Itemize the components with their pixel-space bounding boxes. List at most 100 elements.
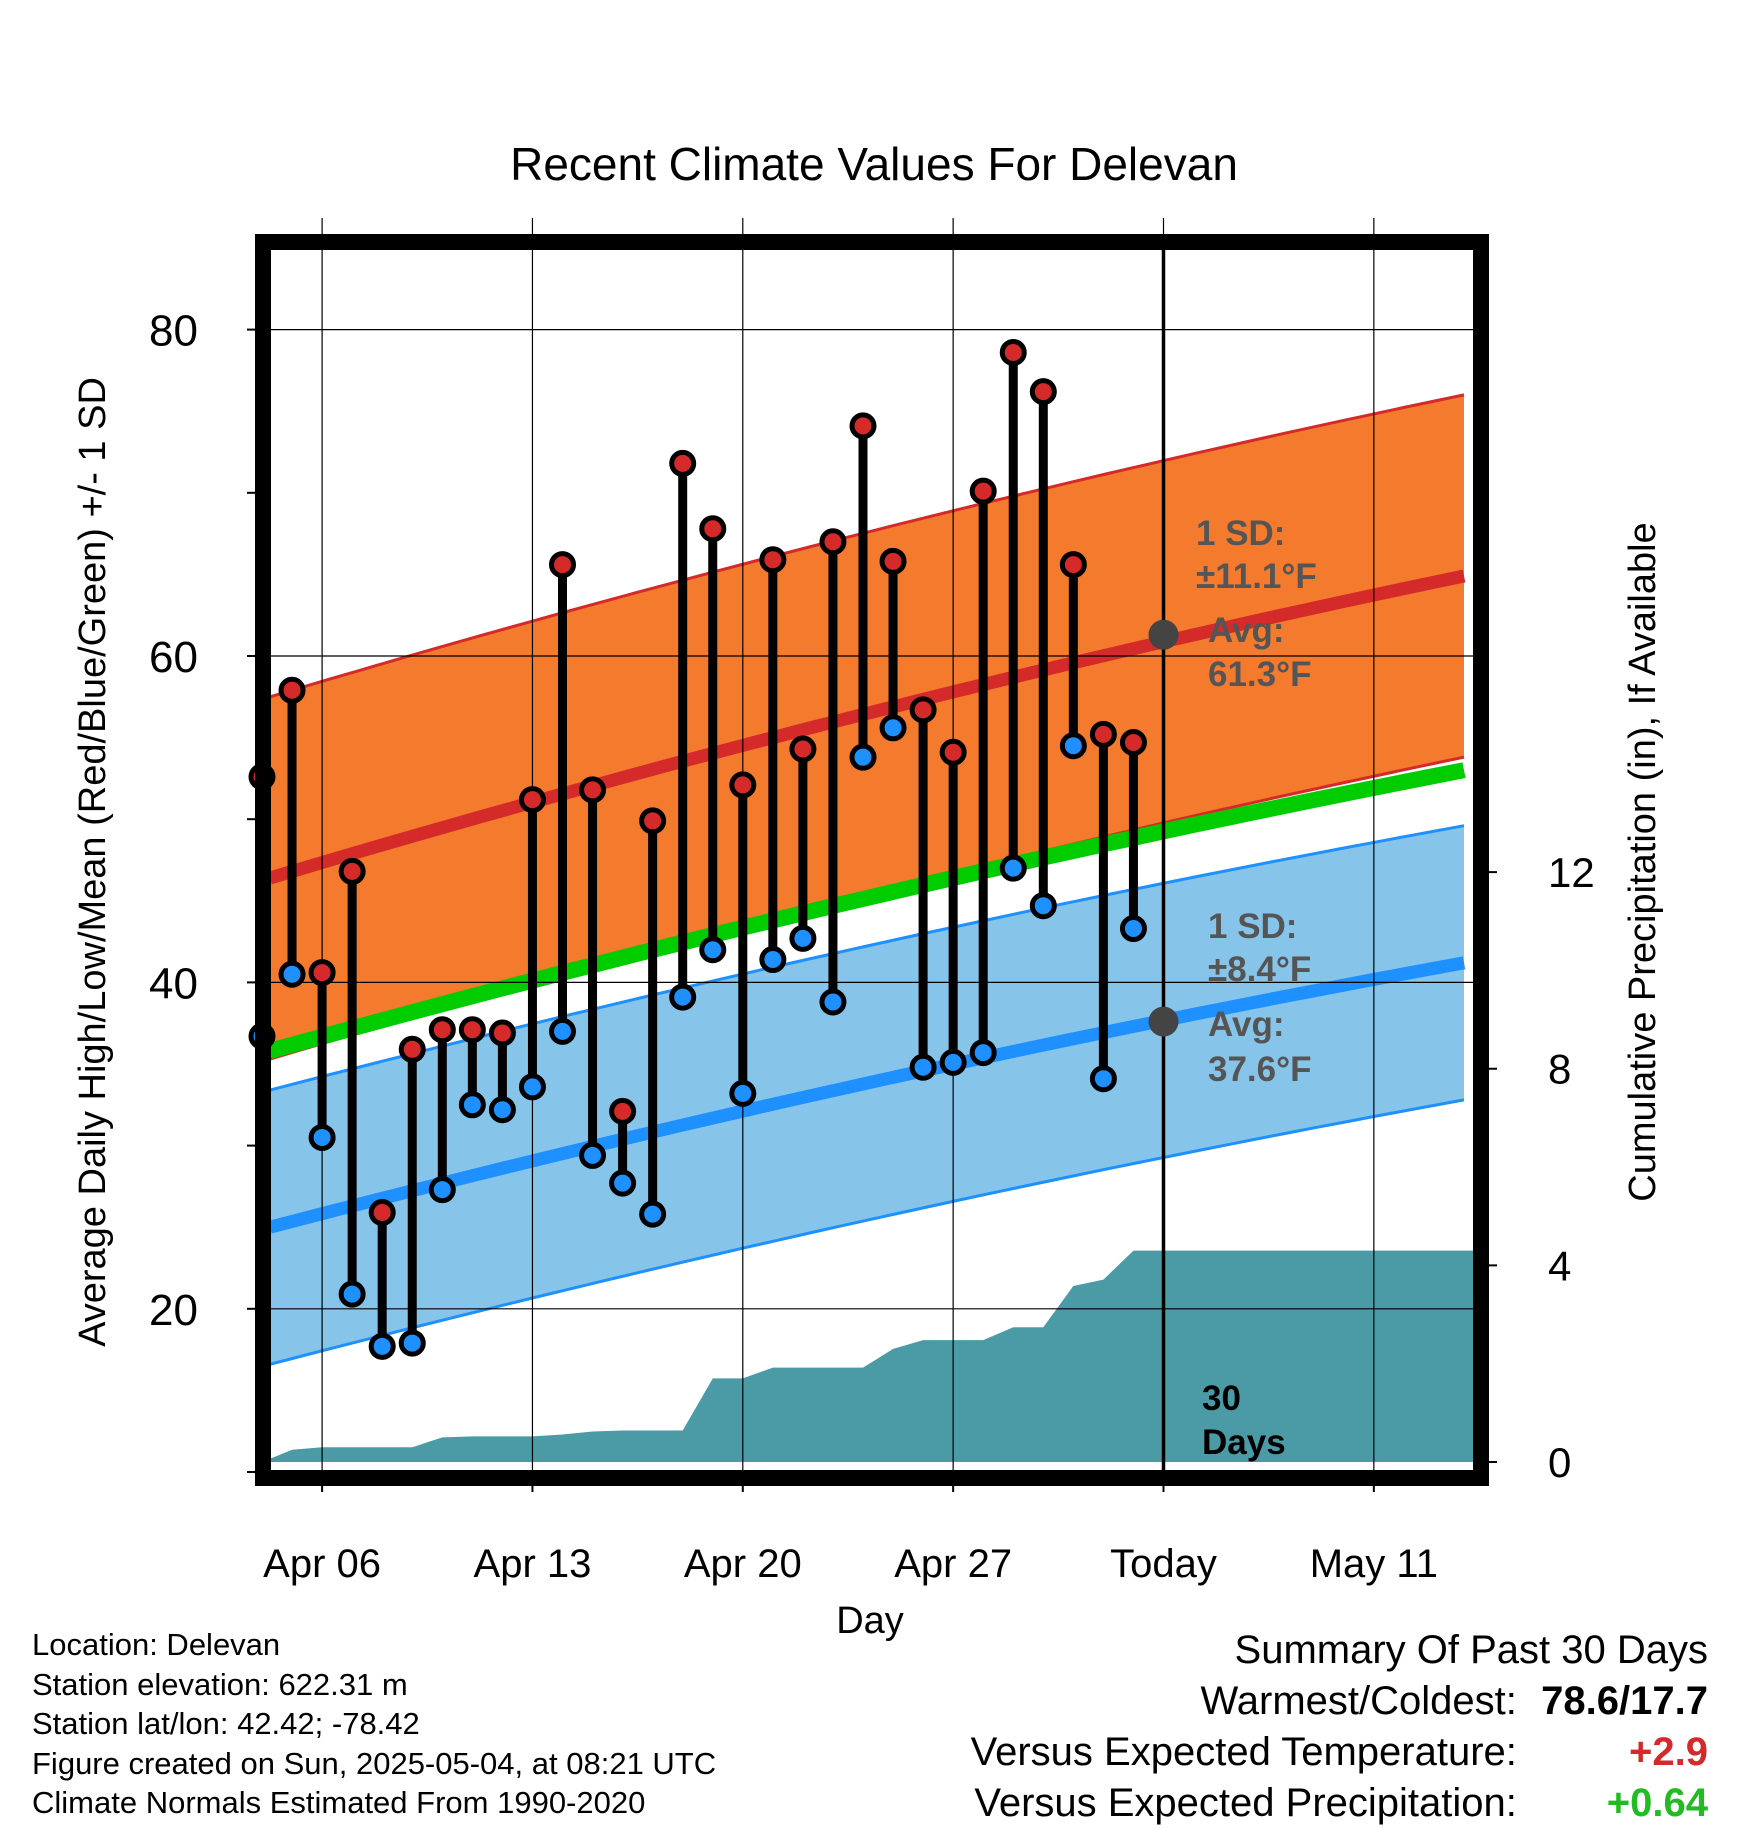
high-temp-point [999,338,1027,366]
high-temp-point [579,776,607,804]
high-temp-point [398,1035,426,1063]
low-temp-point [729,1079,757,1107]
normal-low-line [268,956,1466,1234]
low-temp-point [518,1073,546,1101]
x-tick-label: Apr 20 [684,1542,802,1586]
x-tick-label: Apr 27 [894,1542,1012,1586]
x-tick-label: Today [1110,1542,1217,1586]
low-temp-point [849,743,877,771]
high-temp-point [338,857,366,885]
temp-departure-row: Versus Expected Temperature: +2.9 [971,1727,1708,1778]
high-temp-point [428,1016,456,1044]
low-temp-point [1059,732,1087,760]
low-temp-point [819,988,847,1016]
low-sd-lower-line [269,1098,1465,1366]
summary-title: Summary Of Past 30 Days [1234,1628,1708,1672]
latlon-text: Station lat/lon: 42.42; -78.42 [32,1706,420,1741]
y-tick-label: 80 [149,307,198,356]
low-temp-point [428,1176,456,1204]
chart-title: Recent Climate Values For Delevan [510,138,1238,190]
precipitation-area-layer [262,1250,1473,1462]
plot-frame [255,234,1489,1486]
low-avg-value: 37.6°F [1208,1050,1312,1089]
low-temp-point [789,924,817,952]
low-temp-point [639,1200,667,1228]
today-high-avg-point [1148,619,1179,650]
low-temp-point [669,983,697,1011]
high-temp-point [609,1097,637,1125]
high-temp-point [639,807,667,835]
today-low-avg-point [1148,1006,1179,1037]
low-temp-point [609,1169,637,1197]
created-text: Figure created on Sun, 2025-05-04, at 08… [32,1745,717,1781]
high-temp-point [969,477,997,505]
low-avg-label: Avg: [1208,1005,1284,1044]
today-marker [1148,248,1179,1472]
days-count-label: 30 [1202,1379,1241,1418]
temp-departure-value: +2.9 [1629,1730,1708,1774]
y2-tick-label: 0 [1548,1439,1571,1486]
y-tick-label: 20 [149,1286,198,1335]
precip-departure-value: +0.64 [1606,1781,1708,1825]
high-temp-point [759,546,787,574]
warmest-coldest-row: Warmest/Coldest: 78.6/17.7 [971,1676,1709,1727]
precip-departure-label: Versus Expected Precipitation: [974,1781,1517,1825]
high-temp-point [909,696,937,724]
high-temp-point [488,1019,516,1047]
high-temp-point [1119,728,1147,756]
high-temp-point [308,959,336,987]
days-word-label: Days [1202,1423,1286,1462]
high-sd-label: 1 SD: [1196,514,1285,553]
low-temp-point [398,1329,426,1357]
high-temp-point [819,528,847,556]
high-avg-label: Avg: [1208,611,1284,650]
low-temp-point [879,714,907,742]
low-temp-point [999,854,1027,882]
axes: 20 40 60 80 0 4 8 12 Apr 06 Apr 13 Apr 20 Apr 27 Tod… [149,234,1595,1586]
normal-mean-line [267,762,1466,1059]
low-temp-point [579,1141,607,1169]
x-tick-label: May 11 [1310,1542,1438,1586]
y2-tick-label: 12 [1548,849,1595,896]
high-temp-point [1029,378,1057,406]
observed-range-stems [257,352,1138,1347]
low-sd-value: ±8.4°F [1208,950,1311,989]
y2-axis-label: Cumulative Precipitation (in), If Availa… [1622,522,1664,1201]
location-text: Location: Delevan [32,1627,281,1662]
y-tick-label: 40 [149,959,198,1008]
high-temp-point [729,771,757,799]
precip-departure-row: Versus Expected Precipitation: +0.64 [971,1778,1708,1829]
high-temp-point [669,449,697,477]
high-temp-point [518,786,546,814]
low-temp-point [488,1096,516,1124]
low-temp-point [909,1053,937,1081]
low-temp-point [969,1039,997,1067]
x-tick-label: Apr 13 [474,1542,592,1586]
low-temp-point [549,1017,576,1045]
warmest-coldest-label: Warmest/Coldest: [1200,1679,1517,1723]
precipitation-area [262,1250,1473,1462]
low-temp-point [368,1332,396,1360]
high-temp-point [849,412,877,440]
low-temp-point [458,1091,486,1119]
y-tick-label: 60 [149,633,198,682]
high-temp-point [789,735,817,763]
warmest-coldest-value: 78.6/17.7 [1541,1679,1708,1723]
low-temp-point [699,936,727,964]
low-temp-point [308,1123,336,1151]
high-temp-point [278,676,306,704]
high-temp-point [699,515,727,543]
high-temp-point [368,1199,396,1227]
high-temp-point [1089,720,1117,748]
y2-tick-label: 8 [1548,1046,1571,1093]
low-temp-point [278,960,306,988]
summary-panel: Summary Of Past 30 Days Warmest/Coldest:… [971,1625,1708,1829]
low-temp-point [338,1280,366,1308]
elevation-text: Station elevation: 622.31 m [32,1666,408,1702]
high-temp-point [939,738,967,766]
x-axis-label: Day [836,1600,904,1642]
station-info: Location: Delevan Station elevation: 622… [32,1625,716,1823]
temp-departure-label: Versus Expected Temperature: [970,1730,1517,1774]
annotations: 1 SD: ±11.1°F Avg: 61.3°F 1 SD: ±8.4°F Avg: 37.… [1196,514,1317,1462]
